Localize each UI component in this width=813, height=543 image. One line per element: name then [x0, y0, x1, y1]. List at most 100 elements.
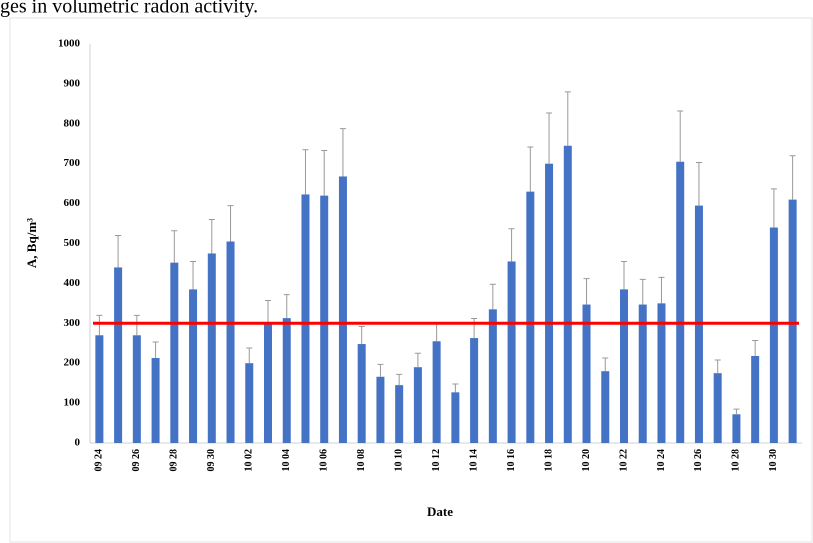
error-bar	[152, 341, 159, 359]
x-tick-label: 10 22	[618, 449, 629, 472]
error-bar	[414, 352, 421, 368]
error-bar	[246, 347, 253, 364]
y-axis-title: A, Bq/m³	[24, 218, 39, 268]
y-tick-label: 1000	[58, 38, 81, 50]
bar	[395, 385, 404, 443]
error-bar	[471, 318, 478, 339]
error-bar	[283, 294, 290, 319]
y-tick-label: 100	[64, 397, 81, 409]
bar	[676, 161, 685, 443]
bar	[507, 261, 516, 443]
caption: ges in volumetric radon activity.	[0, 0, 258, 18]
bar	[376, 376, 385, 443]
error-bar	[96, 314, 103, 336]
error-bar	[564, 91, 571, 146]
y-tick-label: 400	[64, 277, 81, 289]
bar	[245, 363, 254, 443]
x-tick-label: 09 30	[206, 449, 217, 472]
bar	[114, 267, 123, 443]
x-tick-label: 10 02	[244, 449, 255, 472]
bar	[638, 304, 647, 443]
x-tick-label: 10 10	[393, 449, 404, 472]
error-bar	[770, 188, 777, 228]
bar	[95, 335, 104, 443]
bar	[132, 335, 141, 443]
bar	[338, 176, 347, 443]
error-bar	[583, 278, 590, 305]
error-bar	[265, 300, 271, 325]
y-tick-label: 500	[64, 237, 81, 249]
bar	[189, 289, 198, 443]
bar	[751, 356, 760, 443]
error-bar	[433, 322, 440, 342]
bar	[657, 303, 666, 443]
error-bar	[677, 110, 684, 162]
y-tick-label: 700	[64, 157, 81, 169]
error-bar	[171, 230, 178, 263]
error-bar	[489, 283, 496, 310]
bar	[413, 367, 422, 443]
y-tick-label: 300	[64, 317, 81, 329]
x-tick-label: 10 28	[731, 449, 742, 472]
x-tick-label: 09 28	[169, 449, 180, 472]
x-tick-label: 10 24	[656, 449, 667, 472]
error-bar	[452, 383, 459, 393]
error-bar	[789, 155, 796, 200]
bar	[545, 163, 554, 443]
error-bar	[714, 359, 721, 374]
error-bar	[546, 112, 553, 164]
bar	[601, 371, 610, 443]
error-bar	[358, 325, 365, 345]
x-tick-label: 10 20	[581, 449, 592, 472]
error-bar	[621, 260, 627, 290]
error-bar	[639, 278, 646, 305]
y-tick-label: 0	[75, 437, 81, 449]
x-tick-label: 09 24	[94, 449, 105, 472]
y-tick-label: 800	[64, 117, 81, 129]
error-bar	[377, 363, 384, 377]
x-tick-label: 10 12	[431, 449, 442, 472]
error-bar	[115, 235, 122, 268]
error-bar	[695, 162, 702, 206]
bar	[769, 227, 778, 443]
error-bar	[602, 357, 609, 372]
x-tick-label: 09 26	[131, 449, 142, 472]
bar	[713, 373, 722, 443]
bar	[301, 194, 310, 443]
x-axis-title: Date	[427, 504, 453, 519]
bar	[226, 241, 235, 443]
error-bar	[133, 314, 140, 336]
error-bar	[190, 260, 197, 290]
bar	[526, 191, 535, 443]
bar	[320, 195, 329, 443]
error-bar	[302, 149, 309, 195]
bar	[470, 338, 479, 443]
bar	[732, 414, 741, 443]
y-tick-label: 200	[64, 357, 81, 369]
bar	[432, 341, 441, 443]
bar	[264, 324, 272, 443]
error-bar	[733, 408, 740, 415]
x-tick-label: 10 18	[543, 449, 554, 472]
chart-frame	[9, 17, 813, 543]
bar	[207, 253, 216, 443]
x-tick-label: 10 26	[693, 449, 704, 472]
error-bar	[658, 276, 665, 304]
bar	[451, 392, 460, 443]
bar	[563, 145, 572, 443]
error-bar	[227, 205, 234, 242]
bar	[357, 344, 366, 443]
x-tick-label: 10 14	[468, 449, 479, 472]
x-tick-label: 10 04	[281, 449, 292, 472]
error-bar	[396, 373, 403, 386]
x-tick-label: 10 08	[356, 449, 367, 472]
x-tick-label: 10 16	[506, 449, 517, 472]
bar	[788, 199, 797, 443]
bar	[151, 358, 160, 443]
bar	[282, 318, 291, 443]
error-bar	[339, 128, 346, 177]
bar	[170, 262, 179, 443]
error-bar	[527, 146, 534, 192]
